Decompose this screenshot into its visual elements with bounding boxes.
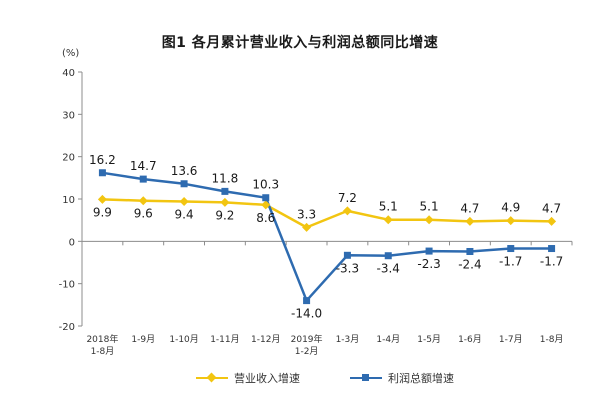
data-point	[98, 169, 106, 177]
data-label: 4.7	[460, 201, 479, 215]
data-label: 11.8	[212, 171, 239, 185]
data-label: 9.4	[175, 208, 194, 222]
data-point	[384, 252, 392, 260]
data-point	[465, 216, 475, 226]
data-label: 5.1	[420, 200, 439, 214]
x-tick-label: 1-8月	[540, 334, 564, 345]
y-axis-unit: (%)	[62, 48, 79, 59]
data-label: 8.6	[256, 211, 275, 225]
data-point	[343, 251, 351, 259]
data-point	[424, 215, 434, 225]
data-label: 7.2	[338, 191, 357, 205]
data-label: -1.7	[540, 255, 563, 269]
x-tick-label: 2018年	[86, 333, 118, 345]
data-label: 16.2	[89, 153, 116, 167]
y-tick-label: 30	[62, 110, 75, 121]
y-tick-label: -10	[59, 280, 75, 291]
legend-item-revenue: 营业收入增速	[196, 370, 300, 386]
data-label: -1.7	[499, 255, 522, 269]
data-label: 9.9	[93, 205, 112, 219]
series-markers	[97, 169, 557, 305]
y-tick-labels: -20 -10 0 10 20 30 40	[59, 68, 75, 333]
legend-label-profit: 利润总额增速	[388, 372, 454, 385]
legend-swatch-profit	[350, 373, 382, 383]
y-tick-label: 0	[69, 237, 75, 248]
data-point	[220, 197, 230, 207]
x-tick-label: 1-9月	[131, 334, 155, 345]
data-point	[221, 187, 229, 195]
legend-swatch-revenue	[196, 372, 228, 383]
data-point	[138, 196, 148, 206]
x-tick-label: 1-10月	[169, 334, 198, 345]
data-point	[261, 200, 271, 210]
data-point	[466, 247, 474, 255]
data-point	[548, 245, 556, 253]
data-point	[342, 206, 352, 216]
x-tick-label: 1-12月	[251, 334, 280, 345]
y-tick-label: 40	[62, 68, 75, 79]
data-label: -3.4	[377, 262, 400, 276]
data-point	[507, 245, 515, 253]
y-tick-label: 20	[62, 153, 75, 164]
data-point	[547, 216, 557, 226]
data-label: -2.3	[417, 257, 440, 271]
data-label: 4.9	[501, 201, 520, 215]
data-point	[303, 297, 311, 305]
x-tick-label: 1-6月	[458, 334, 482, 345]
data-label: 4.7	[542, 201, 561, 215]
data-label: 13.6	[171, 164, 198, 178]
legend-label-revenue: 营业收入增速	[234, 372, 300, 385]
data-point	[425, 247, 433, 255]
data-label: 5.1	[379, 200, 398, 214]
data-point	[302, 222, 312, 232]
x-tick-label: 1-11月	[210, 334, 239, 345]
series-line-profit	[102, 171, 552, 302]
data-label: -3.3	[336, 261, 359, 275]
data-point	[97, 194, 107, 204]
data-label: -2.4	[458, 257, 481, 271]
data-label: -14.0	[291, 307, 322, 321]
data-point	[383, 215, 393, 225]
data-point	[506, 216, 516, 226]
x-tick-label: 2019年	[291, 333, 323, 345]
data-point	[179, 197, 189, 207]
y-tick-label: -20	[59, 322, 75, 333]
data-labels: 16.2 14.7 13.6 11.8 10.3 -14.0 -3.3 -3.4 -2.3 -2.…	[89, 153, 563, 321]
data-point	[262, 194, 270, 202]
data-label: 3.3	[297, 207, 316, 221]
data-label: 10.3	[252, 178, 279, 192]
data-point	[139, 175, 147, 183]
x-tick-label: 1-5月	[417, 334, 441, 345]
chart-title: 图1 各月累计营业收入与利润总额同比增速	[161, 35, 439, 51]
data-label: 9.6	[134, 207, 153, 221]
legend-item-profit: 利润总额增速	[350, 370, 454, 386]
data-label: 9.2	[215, 208, 234, 222]
series-line-revenue	[102, 198, 552, 229]
x-tick-label: 1-4月	[376, 334, 400, 345]
y-tick-label: 10	[62, 195, 75, 206]
x-tick-label: 1-2月	[295, 346, 319, 357]
axes	[78, 71, 573, 327]
data-point	[180, 180, 188, 188]
x-tick-label: 1-7月	[499, 334, 523, 345]
x-tick-label: 1-8月	[91, 346, 115, 357]
data-label: 14.7	[130, 159, 157, 173]
x-tick-label: 1-3月	[336, 334, 360, 345]
series-lines	[102, 171, 552, 302]
